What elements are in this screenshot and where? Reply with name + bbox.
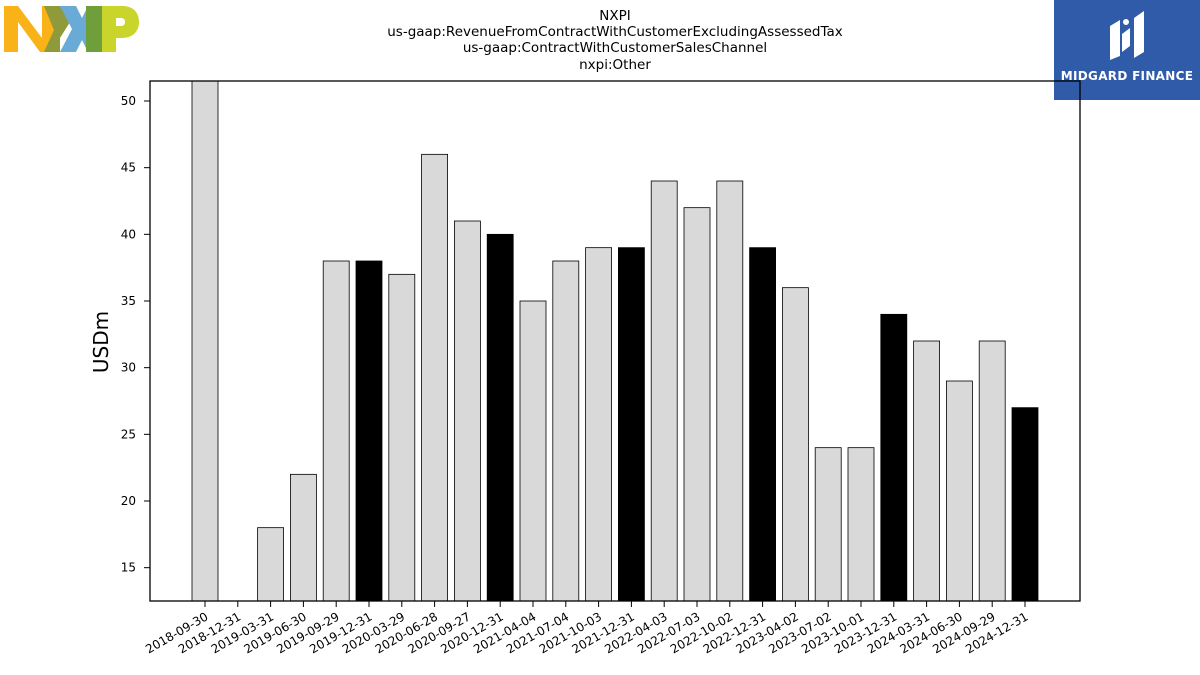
y-tick-label: 20 [121, 494, 136, 508]
bar-2023-04-02 [782, 287, 809, 601]
bar-2023-12-31 [880, 313, 908, 601]
bar-2019-06-30 [289, 473, 317, 601]
bar-2021-10-03 [585, 247, 612, 601]
bar-2022-07-03 [683, 207, 711, 601]
plot-frame [149, 80, 1081, 602]
bar-2024-12-31 [1011, 407, 1039, 601]
bar-2020-09-27 [453, 220, 481, 601]
bar-2023-07-02 [814, 447, 842, 601]
bar-2021-07-04 [552, 260, 580, 601]
bar-2022-04-03 [650, 180, 678, 601]
bar-2024-06-30 [946, 380, 973, 601]
chart-title-line-2: us-gaap:RevenueFromContractWithCustomerE… [387, 24, 843, 40]
bars-group [191, 81, 1039, 601]
bar-2021-04-04 [519, 300, 547, 601]
y-axis: 15 20 25 30 35 40 45 50 [121, 94, 150, 575]
chart-title-line-1: NXPI [599, 8, 631, 24]
bar-2022-10-02 [716, 180, 744, 601]
y-tick-label: 30 [121, 361, 136, 375]
bar-2019-03-31 [257, 527, 285, 601]
bar-2018-09-30 [191, 81, 219, 601]
bar-2019-09-29 [322, 260, 350, 601]
bar-2024-09-29 [978, 340, 1006, 601]
y-tick-label: 25 [121, 427, 136, 441]
chart-title-line-3: us-gaap:ContractWithCustomerSalesChannel [462, 40, 768, 56]
y-tick-label: 50 [121, 94, 136, 108]
chart-title-line-4: nxpi:Other [579, 57, 651, 73]
bar-2024-03-31 [913, 340, 940, 601]
x-axis: 2018-09-302018-12-312019-03-312019-06-30… [143, 601, 1031, 656]
y-tick-label: 45 [121, 161, 136, 175]
y-tick-label: 35 [121, 294, 136, 308]
bar-2022-12-31 [749, 247, 776, 601]
midgard-finance-text: MIDGARD FINANCE [1060, 69, 1194, 83]
bar-2020-03-29 [388, 273, 416, 601]
y-tick-label: 40 [121, 227, 136, 241]
midgard-finance-logo: MIDGARD FINANCE [1054, 0, 1200, 100]
bar-2019-12-31 [355, 260, 383, 601]
bar-2020-06-28 [421, 153, 449, 601]
y-tick-label: 15 [121, 561, 136, 575]
bar-2021-12-31 [618, 247, 645, 601]
bar-2020-12-31 [486, 233, 514, 601]
nxp-logo [4, 4, 140, 58]
bar-2023-10-01 [847, 447, 875, 601]
